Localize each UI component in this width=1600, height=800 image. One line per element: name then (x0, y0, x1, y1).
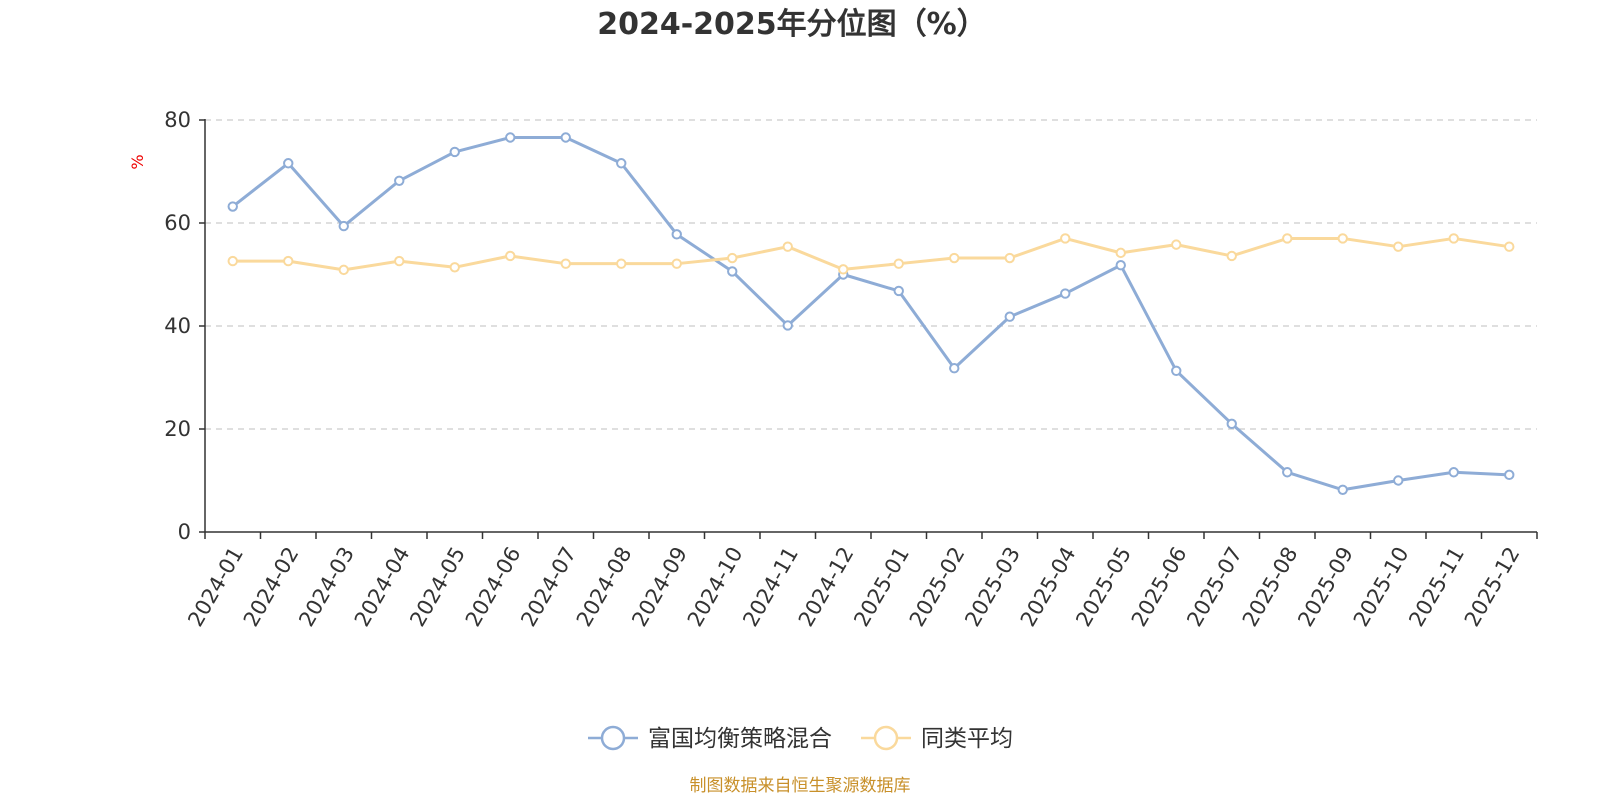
x-tick-label: 2025-09 (1293, 543, 1358, 631)
x-tick-label: 2025-02 (905, 543, 970, 631)
data-point (893, 285, 904, 297)
x-tick-label: 2024-08 (572, 543, 637, 631)
data-point (505, 250, 516, 262)
data-point (283, 158, 294, 169)
data-point (1115, 260, 1126, 271)
data-point (1337, 233, 1348, 244)
data-point (782, 241, 793, 252)
data-point (1393, 475, 1404, 486)
data-point (227, 255, 238, 267)
data-point (1282, 233, 1293, 244)
x-tick-label: 2024-03 (294, 543, 359, 631)
legend-item-1[interactable]: 富国均衡策略混合 (588, 725, 832, 752)
x-tick-label: 2024-11 (738, 543, 803, 631)
data-point (560, 258, 571, 269)
data-point (727, 252, 738, 264)
data-point (616, 258, 627, 269)
x-tick-label: 2024-01 (183, 543, 248, 631)
series-line-1 (231, 136, 1510, 492)
data-point (671, 229, 682, 240)
data-point (838, 264, 849, 275)
data-point (1448, 467, 1459, 478)
data-point (1504, 241, 1515, 252)
data-point (1171, 239, 1182, 250)
y-axis-label: % (128, 154, 147, 169)
data-point (893, 258, 904, 269)
series-line-2 (232, 236, 1510, 272)
legend-label: 同类平均 (921, 726, 1013, 752)
data-point (338, 264, 349, 276)
data-point (1060, 233, 1071, 244)
x-tick-label: 2024-09 (627, 543, 692, 631)
data-point (394, 175, 405, 186)
data-point (1282, 467, 1293, 478)
x-tick-label: 2025-01 (849, 543, 914, 631)
y-tick-label: 40 (164, 314, 191, 338)
x-tick-label: 2024-05 (405, 543, 470, 631)
axes: 0204060802024-012024-022024-032024-04202… (164, 108, 1538, 631)
x-tick-label: 2024-06 (461, 543, 526, 631)
data-point (1226, 250, 1237, 262)
x-tick-label: 2025-10 (1349, 543, 1414, 631)
data-point (1004, 311, 1015, 322)
data-point (449, 262, 460, 273)
x-tick-label: 2024-02 (239, 543, 304, 631)
x-tick-label: 2025-12 (1460, 543, 1525, 631)
x-tick-label: 2024-10 (683, 543, 748, 631)
data-point (338, 220, 349, 232)
x-tick-label: 2025-11 (1404, 543, 1469, 631)
data-point (1171, 365, 1182, 377)
data-point (1448, 233, 1459, 244)
data-point (949, 363, 960, 374)
legend-label: 富国均衡策略混合 (648, 726, 832, 752)
data-point (449, 146, 460, 158)
x-tick-label: 2024-07 (516, 543, 581, 631)
data-point (227, 201, 238, 212)
x-tick-label: 2025-08 (1238, 543, 1303, 631)
data-point (505, 132, 516, 143)
data-point (949, 252, 960, 264)
data-point (1226, 418, 1237, 430)
data-point (394, 255, 405, 267)
y-tick-label: 60 (164, 211, 191, 235)
series-lines (227, 132, 1515, 495)
legend-item-2[interactable]: 同类平均 (861, 725, 1013, 752)
data-point (671, 258, 682, 269)
x-tick-label: 2025-07 (1182, 543, 1247, 631)
data-point (1393, 241, 1404, 252)
x-tick-label: 2024-04 (350, 543, 415, 631)
legend-marker (873, 725, 899, 751)
data-point (1115, 247, 1126, 259)
data-point (283, 255, 294, 267)
data-point (1004, 252, 1015, 264)
legend[interactable]: 富国均衡策略混合 同类平均 (588, 725, 1013, 752)
chart-title: 2024-2025年分位图（%） (597, 7, 987, 42)
data-point (782, 320, 793, 331)
data-point (1504, 469, 1515, 481)
x-tick-label: 2025-03 (960, 543, 1025, 631)
data-point (1060, 288, 1071, 299)
data-point (1337, 484, 1348, 495)
grid-lines (205, 119, 1537, 430)
y-tick-label: 80 (164, 108, 191, 132)
y-tick-label: 0 (178, 520, 191, 544)
data-point (560, 132, 571, 143)
legend-marker (600, 725, 626, 751)
x-tick-label: 2025-04 (1016, 543, 1081, 631)
x-tick-label: 2025-06 (1127, 543, 1192, 631)
y-tick-label: 20 (164, 417, 191, 441)
data-point (727, 266, 738, 277)
source-note: 制图数据来自恒生聚源数据库 (690, 776, 911, 796)
x-tick-label: 2024-12 (794, 543, 859, 631)
x-tick-label: 2025-05 (1071, 543, 1136, 631)
data-point (616, 158, 627, 169)
